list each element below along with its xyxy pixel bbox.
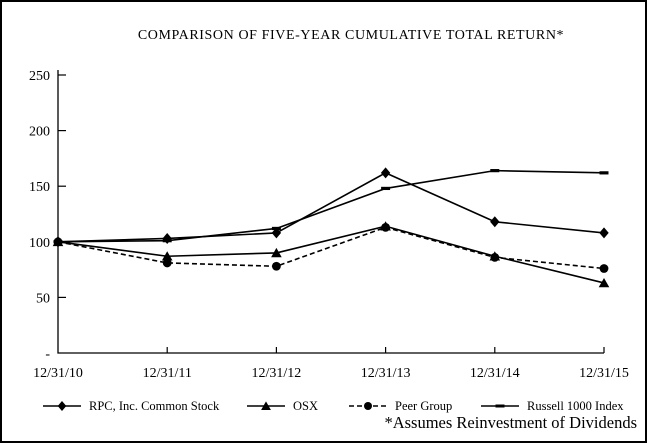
y-axis-label: 150: [29, 180, 50, 195]
legend-item: Peer Group: [348, 395, 452, 417]
x-axis-label: 12/31/10: [33, 366, 83, 381]
dash-marker: [381, 186, 391, 191]
diamond-marker: [57, 401, 67, 411]
triangle-marker: [598, 277, 610, 288]
y-axis-label: 250: [29, 69, 50, 84]
legend-item-label: OSX: [293, 398, 319, 413]
legend-item-label: Peer Group: [395, 398, 453, 413]
chart-legend: RPC, Inc. Common Stock OSX Peer Group Russe…: [2, 395, 645, 417]
y-axis-label: 50: [36, 291, 50, 306]
legend-line-sample: [349, 402, 387, 410]
legend-item: RPC, Inc. Common Stock: [42, 395, 219, 417]
y-axis-label: 200: [29, 125, 50, 140]
y-axis-label: -: [45, 347, 50, 362]
x-axis-label: 12/31/15: [579, 366, 629, 381]
x-axis-label: 12/31/13: [361, 366, 411, 381]
dash-marker: [490, 169, 500, 173]
triangle-marker: [271, 247, 282, 258]
series-line: [57, 169, 605, 243]
circle-marker: [272, 261, 281, 271]
dash-marker: [599, 171, 609, 175]
chart-footnote: *Assumes Reinvestment of Dividends: [384, 413, 637, 432]
axis-lines: [57, 70, 604, 354]
chart-title: COMPARISON OF FIVE-YEAR CUMULATIVE TOTAL…: [137, 28, 565, 43]
y-axis-label: 100: [29, 236, 50, 251]
diamond-marker: [162, 232, 172, 244]
triangle-marker: [261, 401, 271, 410]
triangle-marker: [380, 221, 391, 231]
legend-item: OSX: [246, 395, 318, 417]
circle-marker: [162, 258, 172, 268]
diamond-marker: [53, 236, 63, 248]
x-axis-label: 12/31/14: [470, 366, 520, 381]
x-axis-label: 12/31/12: [252, 366, 302, 381]
legend-item-label: Russell 1000 Index: [527, 398, 624, 413]
triangle-marker: [489, 251, 501, 261]
legend-line-sample: [481, 404, 519, 408]
circle-marker: [364, 402, 372, 410]
series-line: [57, 226, 605, 270]
legend-item-label: RPC, Inc. Common Stock: [89, 398, 220, 413]
x-axis-label: 12/31/11: [143, 366, 192, 381]
diamond-marker: [380, 167, 391, 179]
diamond-marker: [271, 227, 282, 239]
diamond-marker: [490, 216, 500, 228]
dash-marker: [495, 404, 505, 408]
triangle-marker: [161, 251, 173, 261]
circle-marker: [599, 264, 609, 273]
legend-line-sample: [247, 401, 285, 410]
legend-item: Russell 1000 Index: [480, 395, 624, 417]
diamond-marker: [599, 227, 609, 239]
series-line: [57, 172, 605, 243]
legend-line-sample: [43, 401, 81, 411]
series-line: [57, 225, 605, 284]
